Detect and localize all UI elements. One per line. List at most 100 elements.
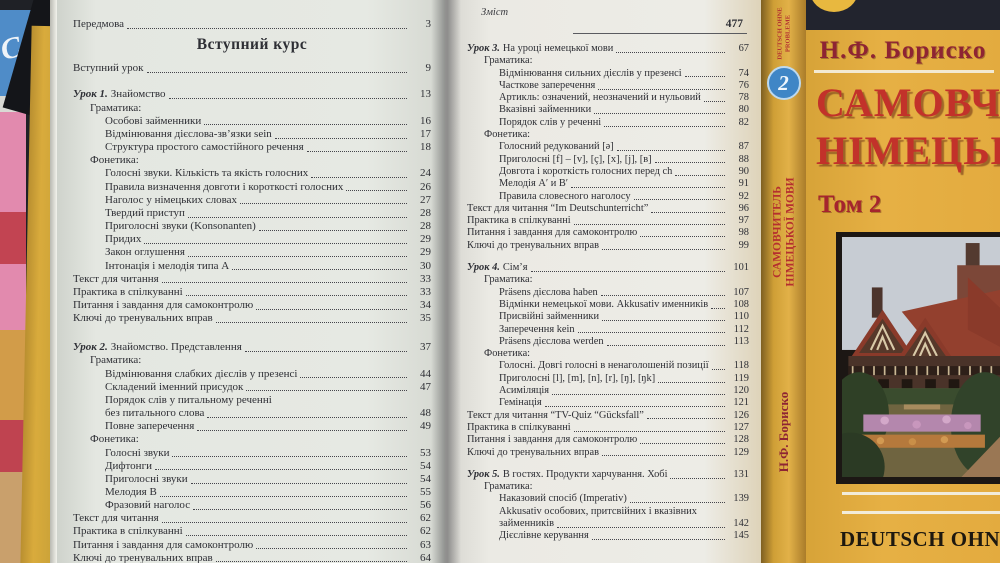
toc-entry: Голосні звуки. Кількість та якість голос…	[73, 167, 431, 180]
toc-entry-label: Правила словесного наголосу	[499, 190, 631, 202]
toc-page-number: 107	[733, 286, 749, 298]
dotted-leader	[306, 150, 407, 152]
running-header: Зміст 477	[467, 5, 747, 41]
toc-page-number: 91	[738, 178, 749, 190]
dotted-leader	[207, 416, 407, 418]
page-gutter-shadow	[431, 0, 461, 563]
toc-entry-label: Правила визначення довготи і короткості …	[105, 180, 344, 193]
dotted-leader	[600, 295, 725, 297]
cover-author: Н.Ф. Бориско	[819, 37, 987, 64]
toc-entry-label: Закон оглушення	[105, 246, 185, 259]
toc-entry-label: Текст для читання “Im Deutschunterricht”	[467, 202, 649, 214]
dotted-leader	[651, 211, 725, 213]
toc-entry: Практика в спілкуванні 33	[73, 286, 431, 299]
toc-entry-label: Повне заперечення	[105, 420, 195, 433]
background-book-red	[0, 212, 26, 264]
dotted-leader	[144, 242, 407, 244]
toc-entry-label: Akkusativ особових, притсвійних і вказів…	[499, 505, 697, 517]
toc-entry: Akkusativ особових, притсвійних і вказів…	[467, 506, 749, 518]
dotted-leader	[197, 429, 407, 431]
toc-entry-label: Фонетика:	[484, 348, 531, 360]
toc-entry-label: Мелодія А′ и В′	[499, 178, 569, 190]
toc-entry-label: Наказовий спосіб (Imperativ)	[499, 493, 627, 505]
toc-entry: Правила визначення довготи і короткості …	[73, 181, 431, 194]
dotted-leader	[616, 51, 725, 53]
toc-page-number: 80	[738, 104, 749, 116]
toc-page-number: 62	[420, 512, 431, 525]
toc-entry: Довгота і короткість голосних перед ch 90	[467, 166, 749, 178]
toc-entry-label: Фразовий наголос	[105, 499, 191, 512]
toc-entry: Ключі до тренувальних вправ 129	[467, 447, 749, 459]
toc-entry-label: Порядок слів у реченні	[499, 116, 602, 128]
toc-entry: Питання і завдання для самоконтролю 63	[73, 539, 431, 552]
toc-page-number: 34	[420, 298, 431, 311]
cover-divider-line	[814, 70, 994, 73]
toc-entry-label: Урок 3. На уроці немецької мови	[467, 43, 614, 54]
toc-page-number: 16	[420, 114, 431, 127]
dotted-leader	[204, 124, 407, 126]
dotted-leader	[604, 125, 725, 127]
toc-entry-label: Практика в спілкуванні	[467, 421, 571, 433]
toc-entry-label: Präsens дієслова haben	[499, 286, 598, 298]
toc-page-number: 64	[420, 551, 431, 563]
cover-series-title: DEUTSCH OHNE PROBLEME	[840, 527, 1000, 551]
toc-entry: Текст для читання “Im Deutschunterricht”…	[467, 203, 749, 215]
toc-entry: Ключі до тренувальних вправ 64	[73, 552, 431, 563]
toc-entry-label: Приголосні звуки	[105, 472, 188, 485]
toc-page-number: 108	[733, 298, 749, 310]
toc-lesson-prefix: Урок 1.	[73, 88, 108, 101]
toc-entry-label: Голосні звуки. Кількість та якість голос…	[105, 167, 309, 180]
toc-entry-label: Фонетика:	[484, 129, 531, 141]
right-page: Зміст 477 Урок 3. На уроці немецької мови…	[445, 0, 761, 563]
toc-entry-label: Ключі до тренувальних вправ	[73, 551, 213, 563]
toc-page-number: 78	[738, 92, 749, 104]
toc-entry: займенників 142	[467, 518, 749, 530]
toc-page-number: 120	[733, 385, 749, 397]
dotted-leader	[675, 174, 725, 176]
toc-page-number: 29	[420, 246, 431, 259]
toc-entry-label: Особові займенники	[105, 114, 202, 127]
toc-entry: Граматика:	[467, 55, 749, 67]
toc-entry-label: Асиміляція	[499, 385, 550, 397]
toc-entry: Передмова 3	[73, 18, 431, 31]
dotted-leader	[193, 508, 407, 510]
toc-page-number: 24	[420, 167, 431, 180]
toc-entry-label: Текст для читання	[73, 272, 159, 285]
toc-page-number: 67	[738, 43, 749, 54]
house-garden-illustration	[842, 237, 1000, 477]
dotted-leader	[654, 162, 725, 164]
toc-entry-label: Урок 4. Сім’я	[467, 262, 528, 274]
toc-page-number: 129	[733, 446, 749, 458]
dotted-leader	[161, 282, 407, 284]
toc-page-number: 87	[738, 141, 749, 153]
toc-page-number: 113	[733, 335, 749, 347]
toc-left: Передмова 3 Вступний курс Вступний урок 9 Уро…	[57, 0, 445, 563]
dotted-leader	[256, 548, 407, 550]
toc-entry: Текст для читання 33	[73, 273, 431, 286]
dotted-leader	[159, 495, 407, 497]
toc-entry: Порядок слів у реченні 82	[467, 117, 749, 129]
toc-entry: Урок 3. На уроці немецької мови 67	[467, 43, 749, 55]
background-book-pink	[0, 264, 26, 330]
toc-page-number: 90	[738, 165, 749, 177]
cover-top-band	[806, 0, 1000, 30]
toc-entry: Урок 5. В гостях. Продукти харчування. Хо…	[467, 469, 749, 481]
toc-entry: Präsens дієслова werden 113	[467, 336, 749, 348]
toc-entry: Відмінки немецької мови. Akkusativ именн…	[467, 299, 749, 311]
publisher-logo-circle	[810, 0, 858, 12]
toc-entry: Відмінювання дієслова-зв’язки sein 17	[73, 128, 431, 141]
toc-page-number: 131	[733, 468, 749, 480]
toc-page-number: 76	[738, 79, 749, 91]
dotted-leader	[571, 187, 725, 189]
toc-lesson-prefix: Урок 5.	[467, 468, 500, 480]
toc-entry: Приголосні [f] – [v], [ç], [x], [j], [в]…	[467, 154, 749, 166]
dotted-leader	[658, 381, 725, 383]
toc-entry-label: Голосні звуки	[105, 446, 170, 459]
toc-entry: Урок 4. Сім’я 101	[467, 262, 749, 274]
toc-entry-label: Текст для читання “TV-Quiz “Gücksfall”	[467, 409, 644, 421]
toc-entry: Голосний редукований [ə] 87	[467, 141, 749, 153]
toc-page-number: 13	[420, 88, 431, 101]
toc-entry: Повне заперечення 49	[73, 420, 431, 433]
toc-entry-label: Граматика:	[484, 55, 533, 67]
dotted-leader	[591, 539, 725, 541]
